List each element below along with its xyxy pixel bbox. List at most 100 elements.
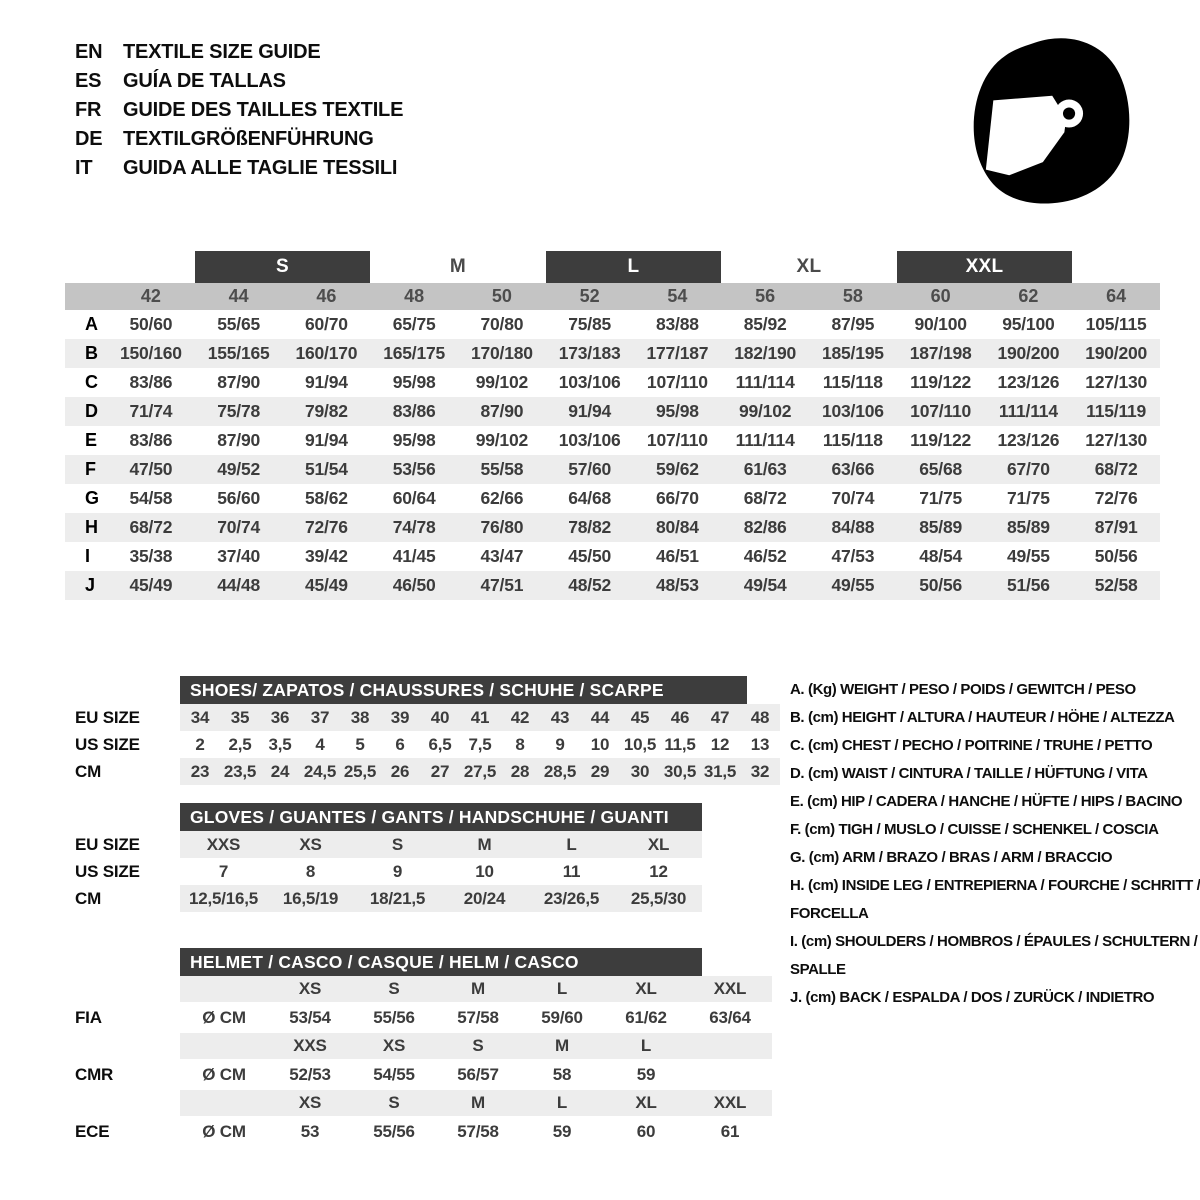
table-cell: 12 [649,861,668,881]
table-cell: 87/95 [831,314,875,334]
column-header: 46 [316,286,337,306]
helmet-size-header: L [556,1093,568,1112]
table-cell: 59/60 [541,1007,583,1027]
table-cell: 43 [550,707,570,727]
table-cell: 105/115 [1085,314,1147,334]
table-cell: 160/170 [295,343,358,363]
shoes-row: EU SIZE 34 35 36 37 38 39 40 41 42 43 44 45 46 47 48 [75,704,785,731]
table-cell: 20/24 [463,888,506,908]
gloves-row-label: EU SIZE [75,834,140,854]
table-cell: 165/175 [383,343,446,363]
table-cell: 99/102 [475,430,529,450]
table-cell: 83/86 [392,401,436,421]
table-cell: 111/114 [998,401,1058,421]
column-header: 54 [667,286,688,306]
table-cell: 115/118 [822,372,883,392]
table-cell: 47 [710,707,730,727]
table-cell: 87/90 [217,430,261,450]
helmet-size-header: XXS [293,1036,327,1055]
helmet-values: Ø CM 52/53 54/55 56/57 58 59 [180,1059,772,1090]
helmet-title-row: HELMET / CASCO / CASQUE / HELM / CASCO [75,912,785,976]
table-cell: 50/56 [919,575,963,595]
shoes-row: CM 23 23,5 24 24,5 25,5 26 27 27,5 28 28,5 29 30 30,5… [75,758,785,785]
table-cell: 49/55 [831,575,875,595]
helmet-size-header: L [556,979,568,998]
table-cell: 34 [190,707,210,727]
table-cell: 7,5 [468,734,492,754]
legend-item: A. (Kg) WEIGHT / PESO / POIDS / GEWITCH … [790,681,1136,698]
table-cell: 70/80 [480,314,524,334]
column-header: 64 [1106,286,1127,306]
table-cell: 48/53 [655,575,699,595]
table-cell: 85/89 [1006,517,1050,537]
table-cell: 13 [750,734,770,754]
table-cell: 28,5 [543,761,577,781]
table-row: H 68/72 70/74 72/76 74/78 76/80 78/82 80/84 82/8… [65,513,1160,542]
table-cell: 39/42 [304,546,348,566]
table-cell: 23/26,5 [543,888,600,908]
table-cell: 10,5 [623,734,657,754]
table-cell: 91/94 [568,401,612,421]
language-row: IT GUIDA ALLE TAGLIE TESSILI [75,154,403,183]
gloves-values: 12,5/16,5 16,5/19 18/21,5 20/24 23/26,5 25,5/… [180,885,702,912]
accessory-tables: SHOES/ ZAPATOS / CHAUSSURES / SCHUHE / S… [75,676,785,1147]
table-cell: 107/110 [646,372,708,392]
table-cell: 63/66 [831,459,875,479]
table-cell: 57/60 [568,459,612,479]
table-row: G 54/58 56/60 58/62 60/64 62/66 64/68 66/70 68/7… [65,484,1160,513]
table-cell: 76/80 [480,517,524,537]
table-cell: 54/58 [129,488,173,508]
table-cell: 11,5 [664,734,696,754]
table-cell: 43/47 [480,546,524,566]
table-cell: 61/62 [625,1007,667,1027]
visor-pivot-inner [1062,107,1076,120]
legend-item: F. (cm) TIGH / MUSLO / CUISSE / SCHENKEL… [790,821,1159,838]
table-cell: M [477,834,492,854]
language-title-block: EN TEXTILE SIZE GUIDE ES GUÍA DE TALLAS FR GU… [75,38,403,183]
table-cell: 72/76 [1094,488,1138,508]
table-cell: 18/21,5 [369,888,426,908]
table-cell: 62/66 [480,488,524,508]
table-cell: 10 [590,734,610,754]
table-cell: 170/180 [470,343,533,363]
table-cell: 103/106 [558,430,621,450]
table-cell: 16,5/19 [282,888,339,908]
measurement-legend: A. (Kg) WEIGHT / PESO / POIDS / GEWITCH … [790,676,1200,1012]
table-cell: 85/92 [743,314,787,334]
table-cell: 48/54 [919,546,963,566]
table-cell: 12 [710,734,730,754]
racing-helmet-icon [955,26,1170,221]
table-cell: 51/56 [1006,575,1050,595]
table-cell: 59 [636,1064,656,1084]
table-cell: 119/122 [910,430,972,450]
table-cell: 27,5 [463,761,497,781]
table-cell: 37 [310,707,330,727]
helmet-standard-label: FIA [75,1007,102,1027]
legend-item: C. (cm) CHEST / PECHO / POITRINE / TRUHE… [790,737,1153,754]
size-band: L [545,251,722,283]
table-cell: 56/57 [457,1064,499,1084]
table-cell: 36 [270,707,290,727]
table-cell: 6 [395,734,405,754]
guide-title: GUIDA ALLE TAGLIE TESSILI [123,157,398,179]
shoes-row-label: EU SIZE [75,707,140,727]
table-cell: 66/70 [655,488,699,508]
table-cell: 79/82 [304,401,348,421]
guide-title: TEXTILE SIZE GUIDE [123,41,321,63]
helmet-standard-label: CMR [75,1064,114,1084]
table-row: D 71/74 75/78 79/82 83/86 87/90 91/94 95/98 99/1… [65,397,1160,426]
guide-title: GUIDE DES TAILLES TEXTILE [123,99,404,121]
table-cell: 70/74 [217,517,261,537]
table-cell: 75/78 [217,401,261,421]
table-cell: 49/52 [217,459,261,479]
table-cell: 173/183 [558,343,621,363]
table-cell: 46/50 [392,575,436,595]
helmet-size-header: M [555,1036,569,1055]
table-cell: 29 [590,761,610,781]
table-cell: 46/51 [655,546,699,566]
language-row: FR GUIDE DES TAILLES TEXTILE [75,96,403,125]
language-code: ES [75,70,102,92]
table-cell: 111/114 [735,372,795,392]
table-cell: 84/88 [831,517,875,537]
column-header: 50 [491,286,512,306]
